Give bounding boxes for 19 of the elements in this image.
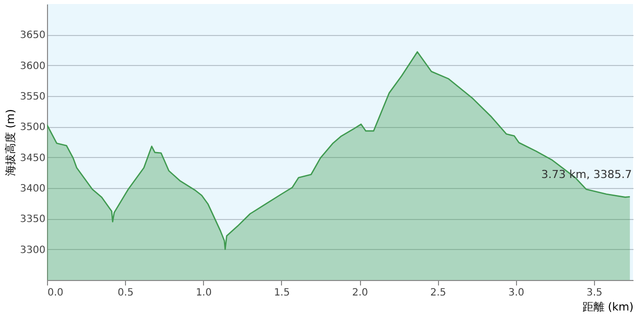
y-tick-label: 3350 bbox=[20, 214, 46, 226]
x-axis-title: 距離 (km) bbox=[582, 300, 634, 314]
x-tick-label: 3.0 bbox=[508, 288, 524, 298]
x-tick-label: 3.5 bbox=[586, 288, 602, 298]
y-tick-label: 3450 bbox=[20, 152, 46, 164]
y-tick-label: 3550 bbox=[20, 92, 46, 102]
x-tick-label: 0.5 bbox=[118, 288, 134, 298]
x-tick-label: 2.0 bbox=[352, 288, 368, 298]
y-tick-label: 3600 bbox=[20, 60, 46, 72]
x-tick-label: 0.0 bbox=[48, 288, 64, 298]
annotation: 3.73 km, 3385.7 bbox=[541, 168, 632, 181]
x-tick-label: 1.5 bbox=[274, 288, 290, 298]
y-tick-label: 3500 bbox=[20, 122, 46, 134]
x-tick-label: 1.0 bbox=[196, 288, 212, 298]
x-tick-label: 2.5 bbox=[430, 288, 446, 298]
y-tick-label: 3650 bbox=[20, 30, 46, 42]
y-axis-title: 海拔高度 (m) bbox=[4, 109, 18, 176]
y-tick-label: 3400 bbox=[20, 184, 46, 194]
y-tick-label: 3300 bbox=[20, 244, 46, 256]
